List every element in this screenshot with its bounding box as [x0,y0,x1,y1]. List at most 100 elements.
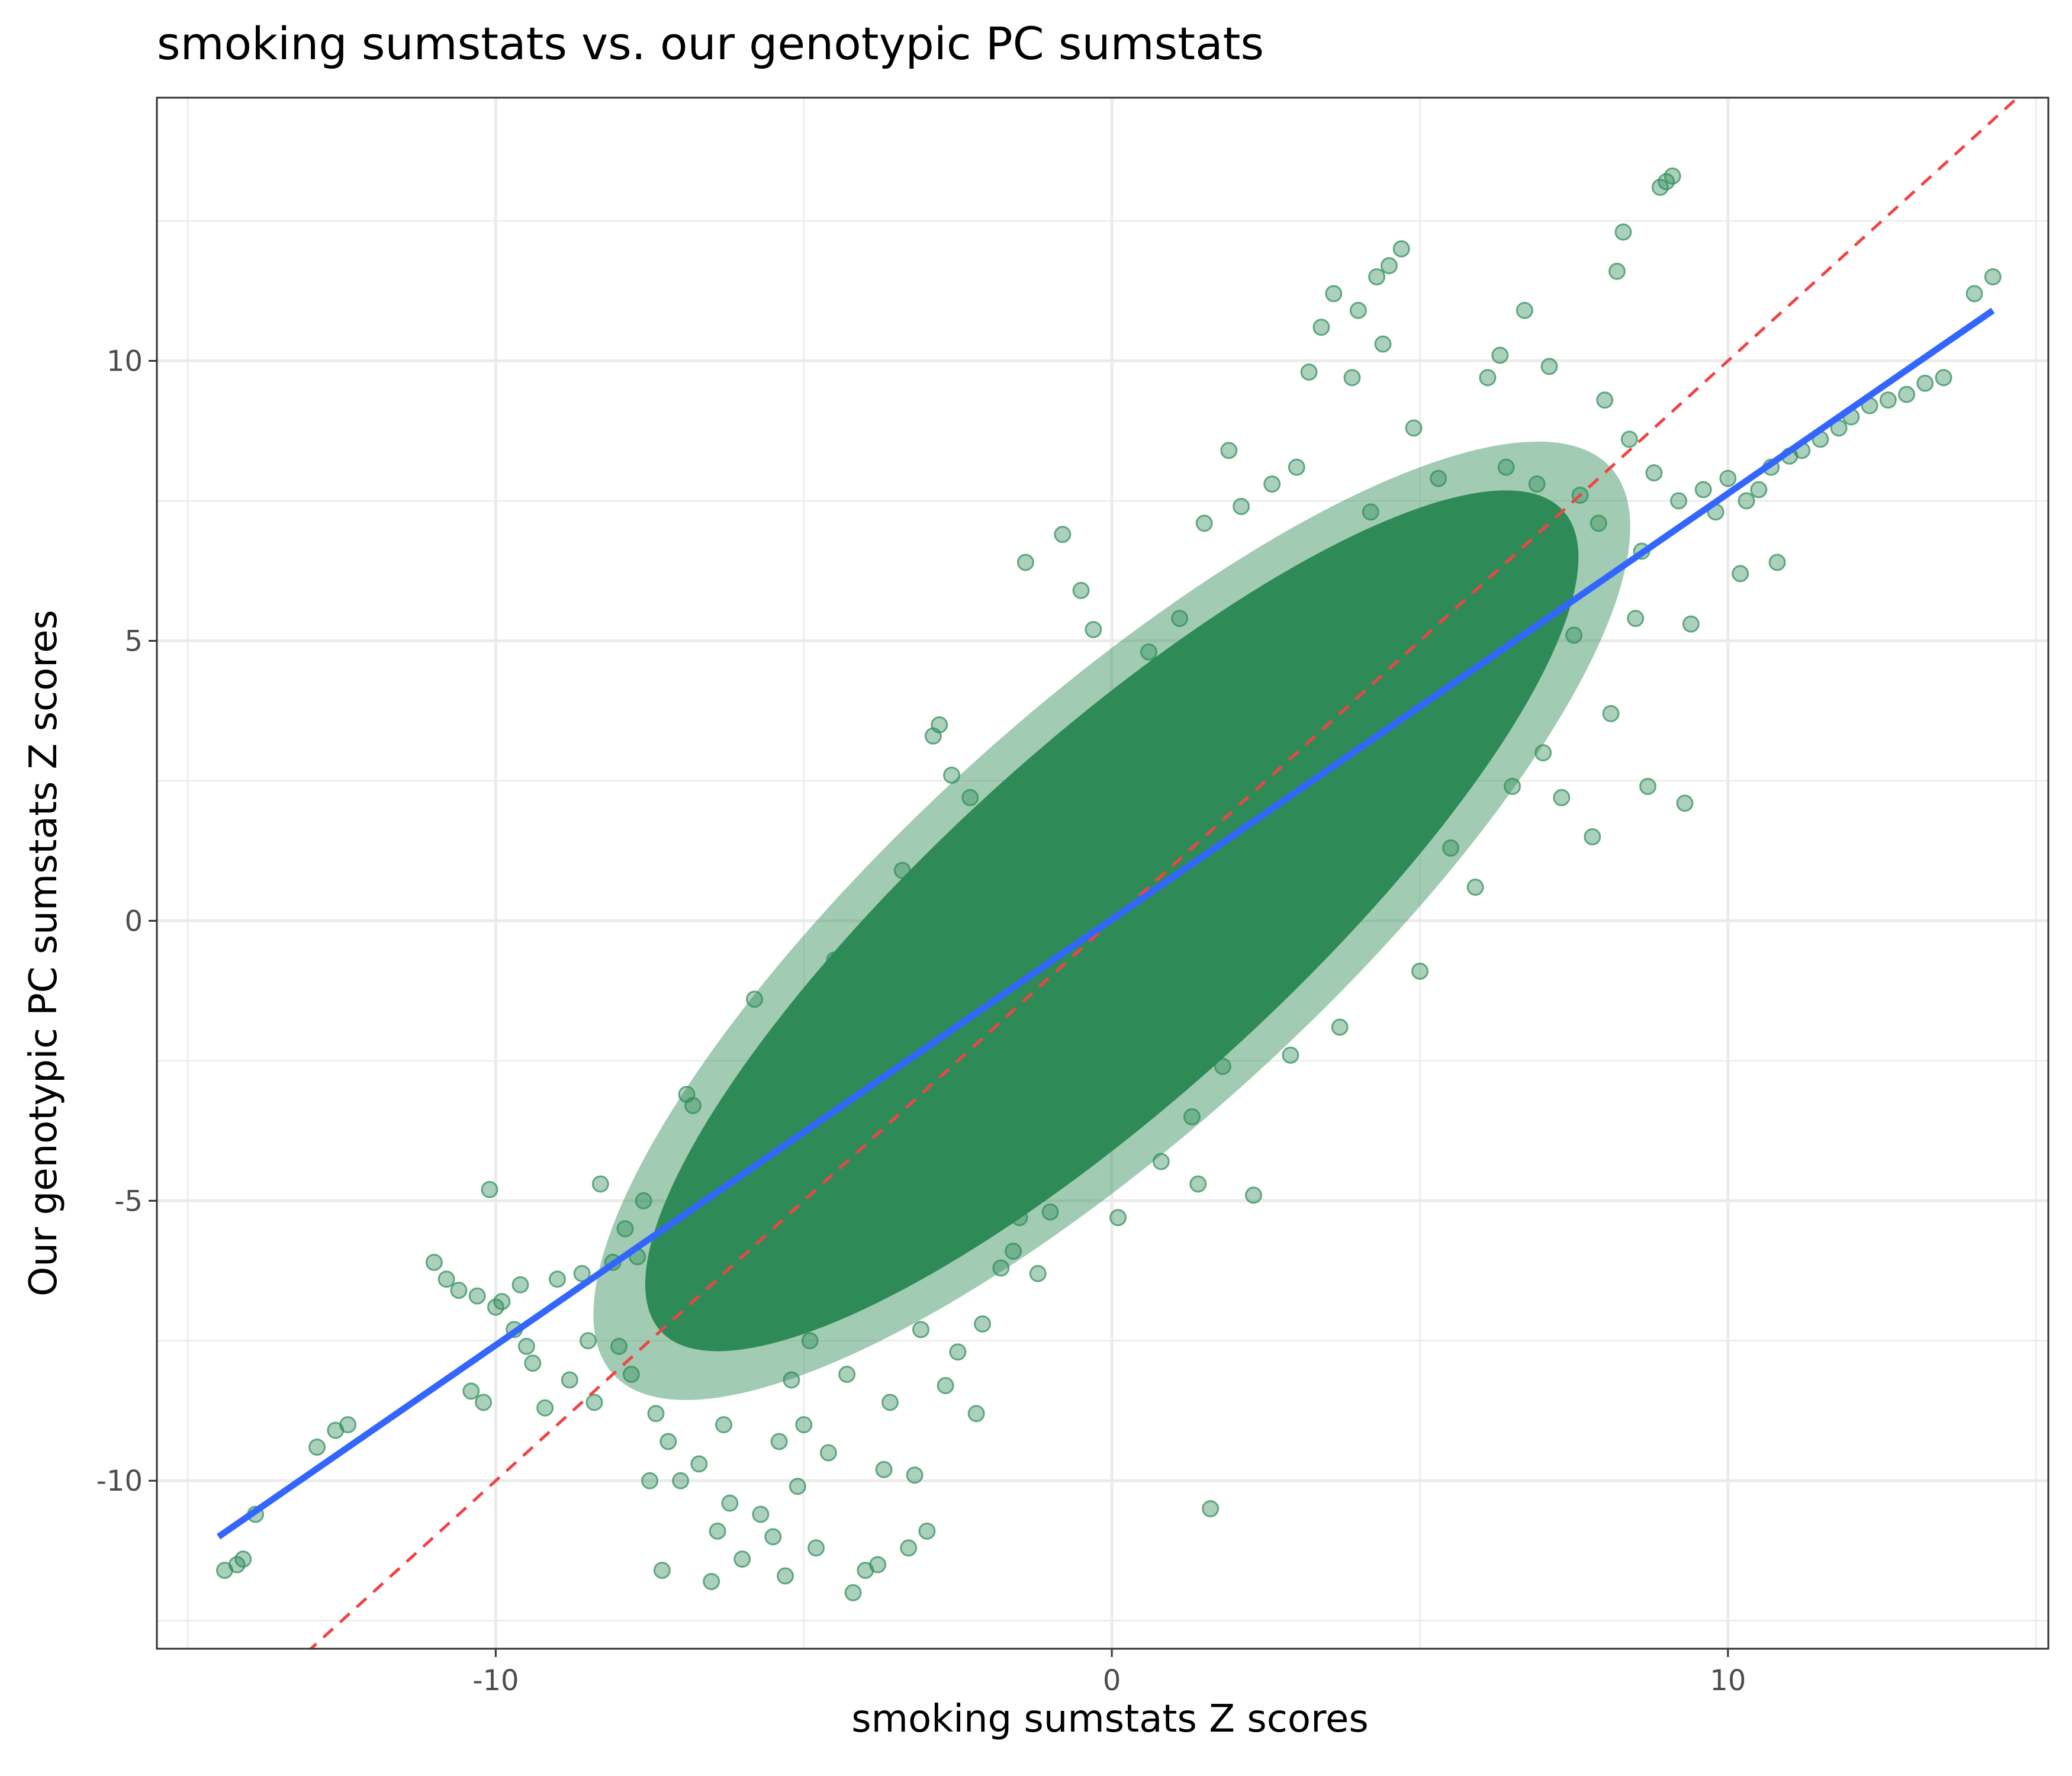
data-point [1109,1209,1127,1227]
data-point [1405,419,1423,437]
data-point [672,1472,690,1489]
data-point [684,1097,702,1115]
data-point [1097,1069,1115,1086]
data-point [1473,514,1491,532]
data-point [1374,335,1392,353]
lines-layer [216,98,2020,1649]
data-point [1596,391,1614,409]
chart-title: smoking sumstats vs. our genotypic PC su… [157,17,1264,70]
data-point [573,1265,591,1282]
data-point [1269,861,1287,879]
data-point [1750,481,1768,498]
data-point [647,1405,665,1423]
data-point [1233,497,1250,515]
data-point [1041,1203,1059,1221]
data-point [1343,369,1361,387]
data-point [893,861,911,879]
data-point [234,1550,252,1568]
data-point [1664,167,1681,185]
data-point [1768,554,1786,571]
data-point [1164,1007,1182,1025]
ticks: -10 0 10 -10 -5 0 5 10 [96,345,1746,1697]
data-point [493,1293,511,1311]
data-point [1479,369,1497,387]
data-point [659,1433,677,1450]
data-point [721,1494,739,1512]
data-point [1442,839,1460,857]
data-point [918,1522,936,1540]
data-point [745,990,763,1008]
data-point [517,1337,535,1355]
data-point [863,923,880,941]
data-point [339,1416,357,1434]
data-point [308,1438,326,1456]
data-point [1627,610,1645,628]
data-point [1879,391,1897,409]
data-point [1152,1153,1170,1170]
data-point [696,1169,714,1187]
data-point [974,1315,992,1333]
data-point [1534,744,1552,762]
data-point [1916,374,1934,392]
data-point [1307,945,1324,963]
data-point [1466,879,1484,896]
data-point [1171,610,1189,628]
data-point [955,968,973,986]
data-point [1208,683,1225,700]
data-point [1898,385,1916,403]
data-point [832,979,850,997]
data-point [437,1270,455,1288]
data-point [850,1287,868,1305]
data-point [807,1539,825,1557]
data-point [1016,554,1034,571]
data-point [1430,469,1447,487]
data-point [906,1466,924,1484]
data-point [1504,777,1521,795]
data-point [1072,581,1090,599]
data-point [900,1539,918,1557]
data-point [1368,268,1386,286]
data-point [1682,615,1700,633]
data-point [1054,526,1072,543]
data-point [1085,621,1102,639]
data-point [1510,526,1527,543]
x-tick-label: -10 [472,1664,519,1697]
data-point [524,1354,542,1372]
data-point [1984,268,2002,286]
data-point [1288,458,1305,476]
data-point [1214,1057,1231,1075]
data-point [580,1332,597,1350]
data-point [1935,369,1952,387]
data-point [1965,285,1983,303]
data-point [1491,346,1509,364]
data-point [703,1572,720,1590]
data-point [709,1522,726,1540]
data-point [1183,1108,1201,1125]
data-point [1121,1035,1139,1053]
data-point [1411,963,1428,980]
x-axis-title: smoking sumstats Z scores [851,1697,1368,1741]
data-point [1392,240,1410,258]
data-point [1485,694,1502,712]
data-point [548,1270,566,1288]
data-point [795,1416,813,1434]
data-point [1349,301,1367,319]
data-point [1202,1500,1220,1518]
data-point [1035,1153,1053,1170]
data-point [1497,458,1515,476]
data-point [1276,615,1294,633]
data-point [1078,973,1096,991]
data-point [1380,257,1398,275]
data-point [1005,1242,1022,1260]
data-point [1639,777,1657,795]
data-point [653,1562,671,1579]
data-point [869,1556,887,1574]
data-point [1115,716,1133,733]
data-point [1134,990,1151,1008]
y-tick-label: -10 [96,1465,143,1498]
data-point [783,1371,800,1389]
data-point [1300,363,1318,381]
data-point [1732,565,1749,583]
data-point [881,1394,899,1411]
data-point [777,1567,794,1585]
